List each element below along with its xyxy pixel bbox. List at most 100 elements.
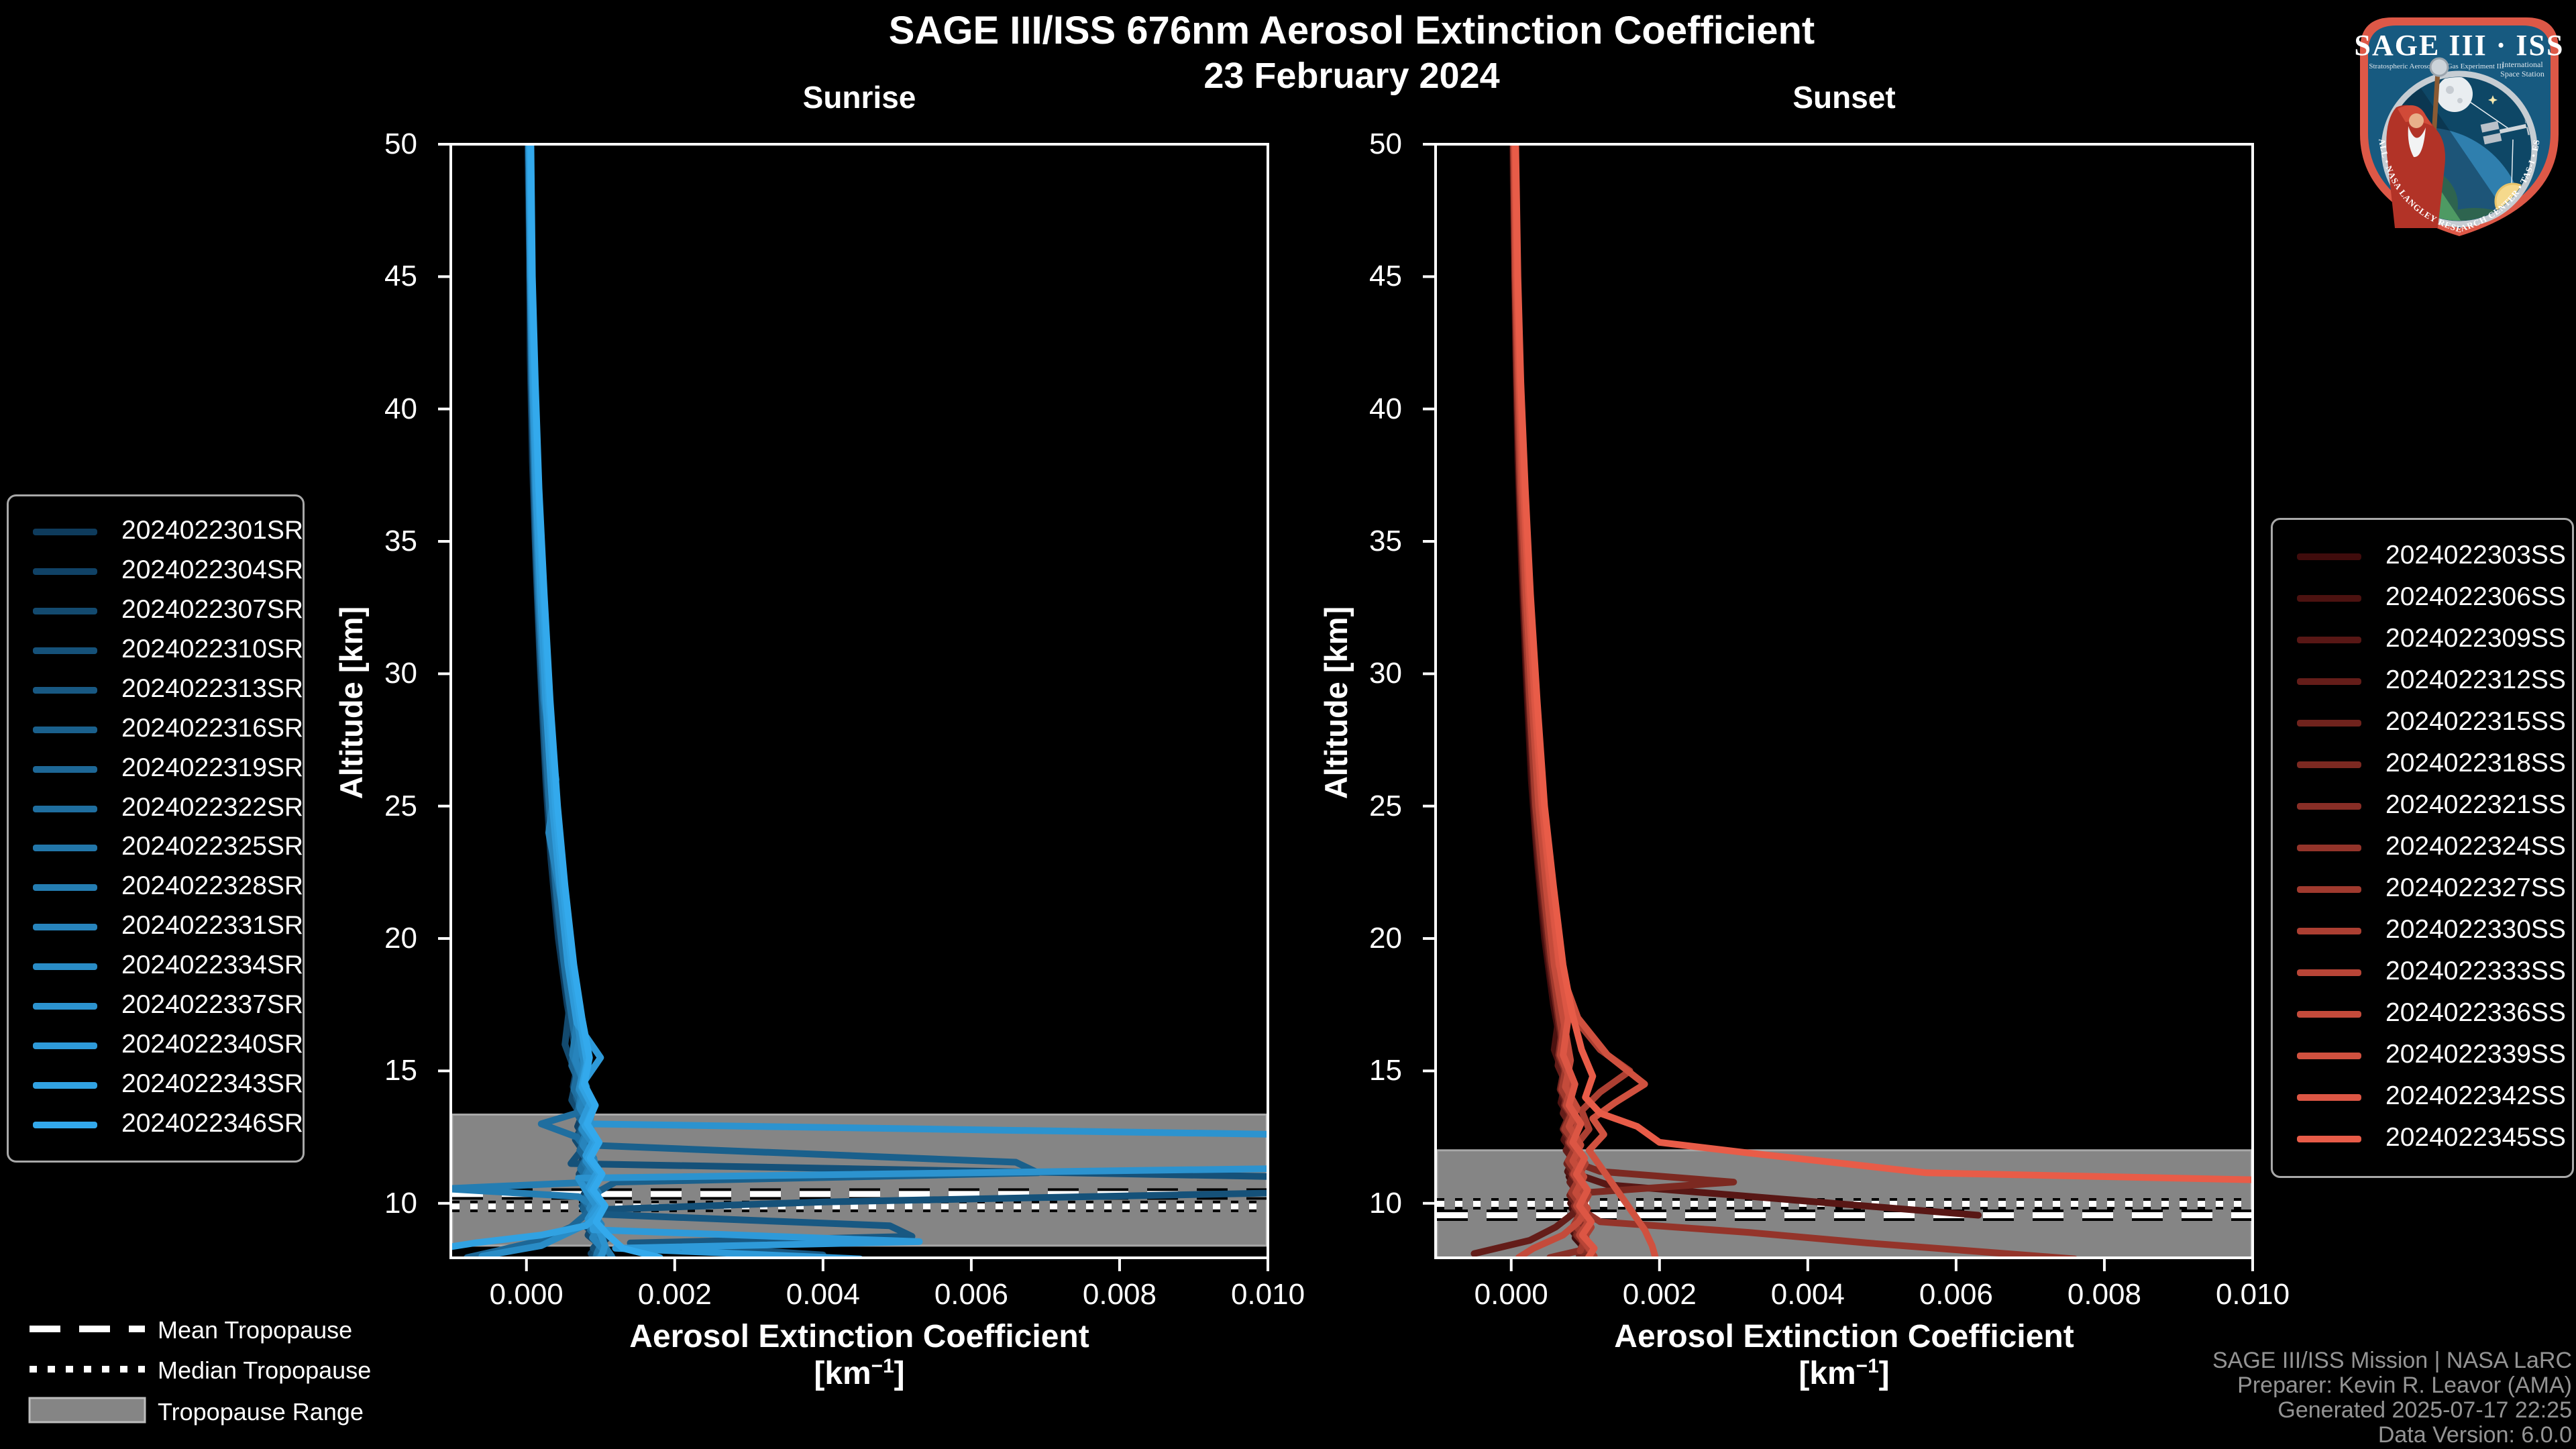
legend-label-2024022316SR: 2024022316SR (121, 713, 304, 743)
legend-swatch-2024022337SR (33, 1002, 97, 1010)
legend-swatch-2024022330SS (2297, 928, 2361, 934)
legend-label-2024022346SR: 2024022346SR (121, 1108, 304, 1138)
y-tick-label: 15 (384, 1054, 417, 1087)
x-tick-label: 0.006 (934, 1278, 1008, 1311)
sage-iii-iss-logo: SAGE III · ISS Stratospheric Aerosol and… (2344, 7, 2565, 236)
attribution-preparer: Preparer: Kevin R. Leavor (AMA) (2237, 1373, 2572, 1398)
legend-swatch-2024022331SR (33, 924, 97, 931)
earth-icon (2387, 127, 2525, 221)
legend-label-2024022312SS: 2024022312SS (2385, 665, 2566, 694)
y-tick-label: 45 (384, 260, 417, 293)
light-ray (2511, 139, 2514, 187)
y-tick-label: 50 (384, 127, 417, 160)
legend-label-2024022339SS: 2024022339SS (2385, 1040, 2566, 1069)
logo-subtitle-right-1: International (2502, 60, 2543, 69)
y-tick-label: 40 (384, 392, 417, 425)
x-unit-sup: −1 (871, 1355, 894, 1377)
y-tick-label: 10 (1369, 1186, 1402, 1220)
legend-label-2024022310SR: 2024022310SR (121, 635, 304, 664)
x-tick-label: 0.008 (2067, 1278, 2141, 1311)
x-tick-label: 0.006 (1919, 1278, 1993, 1311)
legend-swatch-2024022324SS (2297, 845, 2361, 851)
legend-sunset-events: 2024022303SS 2024022306SS 2024022309SS 2024… (2271, 518, 2574, 1178)
legend-swatch-2024022301SR (33, 529, 97, 536)
legend-label-2024022328SR: 2024022328SR (121, 871, 304, 901)
legend-label-2024022330SS: 2024022330SS (2385, 915, 2566, 944)
y-tick-label: 35 (1369, 525, 1402, 557)
legend-swatch-2024022333SS (2297, 969, 2361, 976)
legend-label-2024022303SS: 2024022303SS (2385, 541, 2566, 570)
x-axis-label-text: Aerosol Extinction Coefficient (629, 1319, 1089, 1354)
attribution-generated: Generated 2025-07-17 22:25 (2277, 1397, 2572, 1423)
legend-label-2024022309SS: 2024022309SS (2385, 624, 2566, 653)
y-axis-label-sunrise: Altitude [km] (333, 606, 370, 800)
x-tick-label: 0.008 (1082, 1278, 1157, 1311)
legend-label-2024022319SR: 2024022319SR (121, 753, 304, 782)
legend-label-2024022342SS: 2024022342SS (2385, 1081, 2566, 1110)
legend-swatch-2024022304SR (33, 568, 97, 576)
legend-swatch-2024022307SR (33, 608, 97, 615)
legend-swatch-2024022342SS (2297, 1094, 2361, 1101)
x-axis-label-text: Aerosol Extinction Coefficient (1614, 1319, 2074, 1354)
y-tick-label: 20 (1369, 922, 1402, 955)
legend-label-2024022321SS: 2024022321SS (2385, 790, 2566, 819)
legend-sunrise-events: 2024022301SR 2024022304SR 2024022307SR 2024… (7, 494, 305, 1163)
attribution-mission: SAGE III/ISS Mission | NASA LaRC (2212, 1348, 2572, 1373)
legend-swatch-2024022319SR (33, 765, 97, 773)
legend-label-2024022324SS: 2024022324SS (2385, 832, 2566, 861)
legend-swatch-2024022343SR (33, 1081, 97, 1089)
y-tick-label: 30 (1369, 657, 1402, 690)
legend-label-2024022307SR: 2024022307SR (121, 595, 304, 625)
legend-swatch-2024022309SS (2297, 637, 2361, 643)
legend-swatch-2024022340SR (33, 1042, 97, 1049)
profile-2024022337SR (527, 146, 1267, 1256)
y-tick-label: 10 (384, 1186, 417, 1220)
mean-tropopause-label: Mean Tropopause (158, 1316, 353, 1344)
logo-title: SAGE III · ISS (2355, 29, 2565, 62)
x-axis-unit: [km−1] (1614, 1355, 2074, 1392)
x-unit-suffix: ] (894, 1356, 905, 1391)
x-tick-label: 0.002 (1622, 1278, 1697, 1311)
legend-swatch-2024022316SR (33, 726, 97, 733)
sage-figure-icon (2386, 57, 2449, 228)
x-axis-label-sunset: Aerosol Extinction Coefficient [km−1] (1614, 1318, 2074, 1392)
tropopause-range-swatch-icon (28, 1397, 146, 1424)
x-tick-label: 0.004 (786, 1278, 860, 1311)
legend-swatch-2024022313SR (33, 686, 97, 694)
logo-subtitle-right-2: Space Station (2500, 69, 2544, 78)
legend-label-2024022315SS: 2024022315SS (2385, 707, 2566, 736)
y-tick-label: 40 (1369, 392, 1402, 425)
legend-label-2024022345SS: 2024022345SS (2385, 1123, 2566, 1152)
x-unit-prefix: [km (814, 1356, 871, 1391)
sunrise-plot (438, 143, 1269, 1271)
profile-2024022318SS (1511, 146, 1737, 1256)
y-tick-label: 25 (1369, 789, 1402, 822)
legend-label-2024022343SR: 2024022343SR (121, 1069, 304, 1098)
attribution: SAGE III/ISS Mission | NASA LaRC Prepare… (2212, 1348, 2572, 1448)
legend-swatch-2024022318SS (2297, 761, 2361, 768)
legend-swatch-2024022312SS (2297, 678, 2361, 685)
x-tick-label: 0.010 (1230, 1278, 1305, 1311)
legend-label-2024022301SR: 2024022301SR (121, 516, 304, 545)
plot-frame (449, 143, 1269, 1259)
legend-swatch-2024022334SR (33, 963, 97, 971)
legend-swatch-2024022345SS (2297, 1136, 2361, 1142)
y-tick-label: 35 (384, 525, 417, 557)
median-tropopause-label: Median Tropopause (158, 1356, 372, 1384)
x-tick-label: 0.000 (489, 1278, 564, 1311)
x-axis-label-sunrise: Aerosol Extinction Coefficient [km−1] (629, 1318, 1089, 1392)
page-title: SAGE III/ISS 676nm Aerosol Extinction Co… (888, 9, 1815, 52)
legend-swatch-2024022336SS (2297, 1011, 2361, 1018)
legend-swatch-2024022322SR (33, 805, 97, 812)
y-tick-label: 50 (1369, 127, 1402, 160)
profile-2024022316SR (526, 146, 1042, 1256)
y-axis-label-sunset: Altitude [km] (1318, 606, 1354, 800)
legend-label-2024022340SR: 2024022340SR (121, 1029, 304, 1059)
y-tick-label: 15 (1369, 1054, 1402, 1087)
y-tick-label: 45 (1369, 260, 1402, 293)
legend-label-2024022331SR: 2024022331SR (121, 911, 304, 941)
legend-label-2024022322SR: 2024022322SR (121, 792, 304, 822)
profile-2024022345SS (1512, 146, 2251, 1183)
attribution-data-version: Data Version: 6.0.0 (2377, 1422, 2572, 1448)
